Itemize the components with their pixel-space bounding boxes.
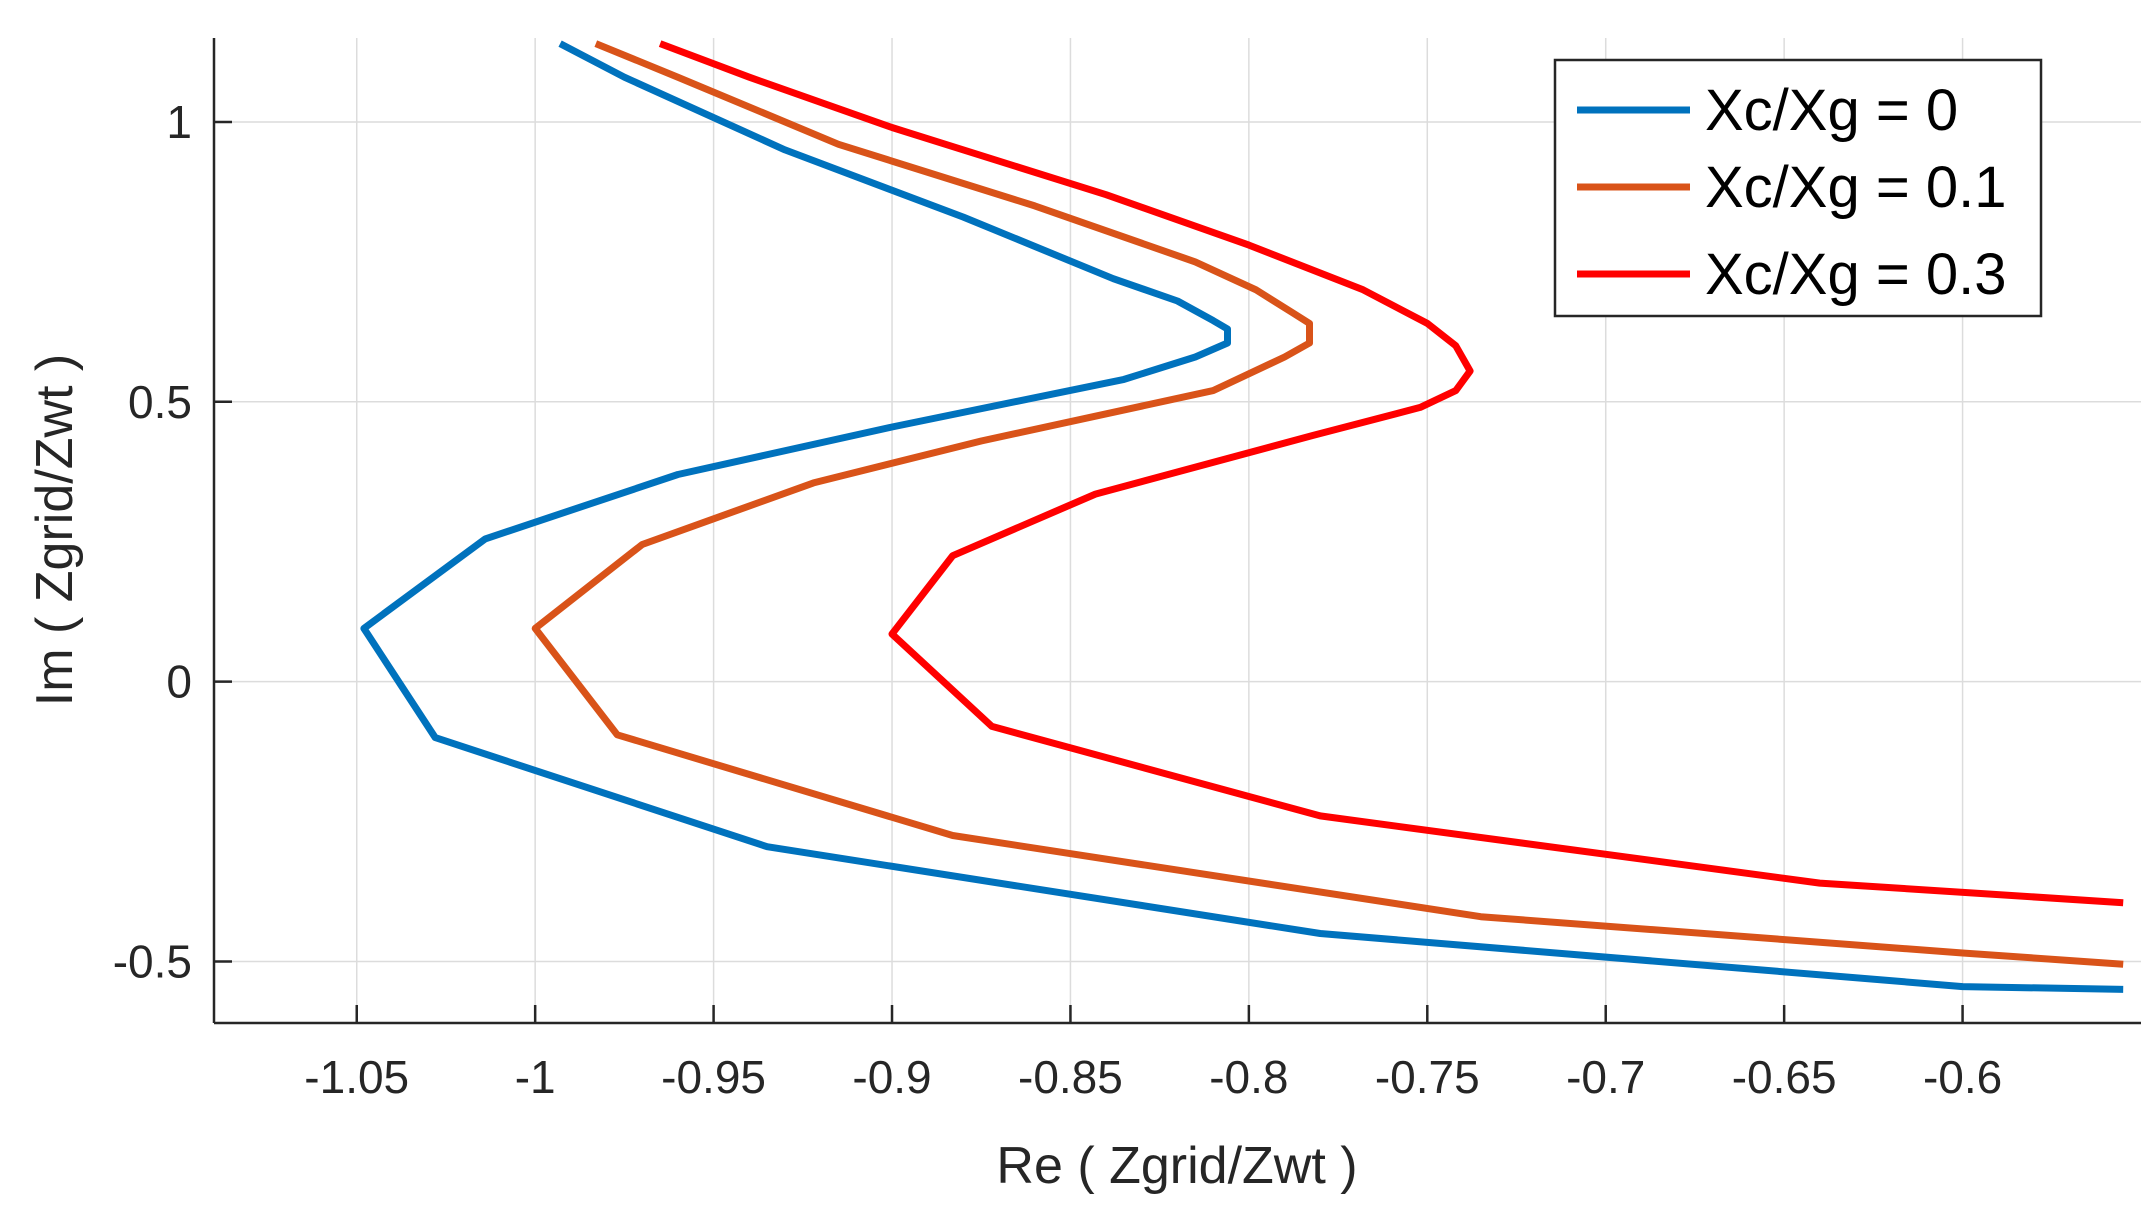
tick-marks-and-labels: -1.05 -1 -0.95 -0.9 -0.85 -0.8 -0.75 -0.7 -0.65 -… <box>113 96 2002 1103</box>
y-tick-label: 0.5 <box>128 376 192 428</box>
series-line-xc-xg-0 <box>360 40 2124 993</box>
x-tick-label: -0.8 <box>1209 1051 1288 1103</box>
x-tick-label: -0.85 <box>1018 1051 1123 1103</box>
x-tick-label: -0.9 <box>852 1051 931 1103</box>
x-tick-label: -0.6 <box>1923 1051 2002 1103</box>
x-axis-label: Re ( Zgrid/Zwt ) <box>996 1137 1357 1195</box>
x-tick-label: -0.7 <box>1566 1051 1645 1103</box>
y-tick-label: 0 <box>166 656 192 708</box>
x-tick-label: -1.05 <box>304 1051 409 1103</box>
x-tick-label: -0.75 <box>1375 1051 1480 1103</box>
x-tick-label: -0.65 <box>1732 1051 1837 1103</box>
y-axis-label: Im ( Zgrid/Zwt ) <box>26 354 84 706</box>
legend-label-2: Xc/Xg = 0.3 <box>1705 242 2006 307</box>
legend: Xc/Xg = 0 Xc/Xg = 0.1 Xc/Xg = 0.3 <box>1553 58 2043 318</box>
grid-lines <box>214 38 2141 1023</box>
series-line-xc-xg-0-3 <box>658 40 2124 907</box>
series-lines <box>360 40 2124 993</box>
legend-label-1: Xc/Xg = 0.1 <box>1705 155 2006 220</box>
y-tick-label: 1 <box>166 96 192 148</box>
series-line-xc-xg-0-1 <box>531 40 2124 968</box>
x-tick-label: -1 <box>515 1051 556 1103</box>
y-tick-label: -0.5 <box>113 935 192 987</box>
legend-label-0: Xc/Xg = 0 <box>1705 78 1958 143</box>
x-tick-label: -0.95 <box>661 1051 766 1103</box>
